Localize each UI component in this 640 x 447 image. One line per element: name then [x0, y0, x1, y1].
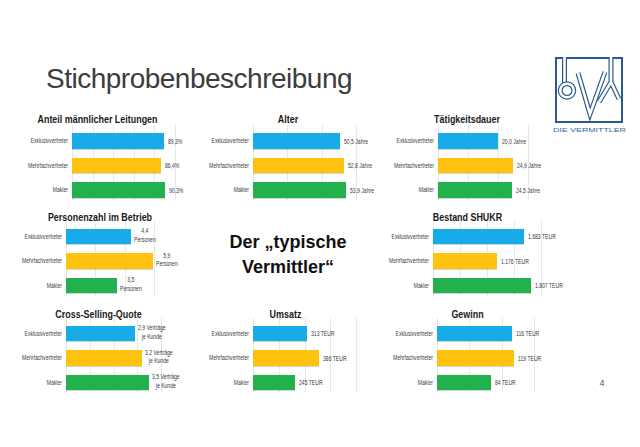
- bar-exklusivvertreter: [438, 133, 498, 149]
- bar-exklusivvertreter: [66, 229, 131, 245]
- category-label: Makler: [11, 278, 62, 294]
- center-statement: Der „typische Vermittler“: [193, 230, 383, 280]
- bar-mehrfachvertreter: [66, 350, 142, 366]
- category-label: Exklusivvertreter: [378, 229, 429, 245]
- bar-mehrfachvertreter: [433, 253, 497, 269]
- bar-mehrfachvertreter: [72, 158, 161, 174]
- chart-title: Umsatz: [225, 308, 347, 320]
- value-label: 24,5 Jahre: [516, 187, 540, 194]
- value-label: 50,5 Jahre: [344, 138, 368, 145]
- category-label: Exklusivvertreter: [11, 326, 62, 342]
- bar-exklusivvertreter: [253, 133, 340, 149]
- value-label: 313 TEUR: [311, 330, 335, 337]
- chart-title: Cross-Selling-Quote: [41, 308, 156, 320]
- value-label: 245 TEUR: [299, 379, 323, 386]
- category-label: Makler: [17, 182, 68, 198]
- value-label: 24,9 Jahre: [517, 162, 541, 169]
- category-label: Mehrfachvertreter: [383, 158, 434, 174]
- value-label: 3,5Personen: [120, 276, 142, 293]
- value-label: 84 TEUR: [495, 379, 516, 386]
- category-label: Makler: [378, 278, 429, 294]
- value-label: 1.807 TEUR: [535, 282, 563, 289]
- value-label: 3,5 Verträgeje Kunde: [152, 373, 180, 390]
- bar-makler: [72, 182, 165, 198]
- page-number: 4: [594, 378, 610, 388]
- value-label: 20,0 Jahre: [502, 138, 526, 145]
- bvk-logo: DIE VERMITTLER: [549, 39, 627, 135]
- category-label: Mehrfachvertreter: [382, 350, 433, 366]
- bar-mehrfachvertreter: [66, 253, 153, 269]
- slide-title: Stichprobenbeschreibung: [46, 63, 352, 95]
- value-label: 90,3%: [169, 187, 183, 194]
- bar-makler: [66, 278, 117, 294]
- value-label: 1.683 TEUR: [528, 233, 556, 240]
- category-label: Makler: [11, 375, 62, 391]
- category-label: Exklusivvertreter: [383, 133, 434, 149]
- logo-caption: DIE VERMITTLER: [553, 127, 627, 133]
- chart-title: Personenzahl im Betrieb: [46, 211, 155, 223]
- value-label: 386 TEUR: [323, 355, 347, 362]
- category-label: Exklusivvertreter: [11, 229, 62, 245]
- category-label: Makler: [382, 375, 433, 391]
- center-statement-line2: Vermittler“: [193, 255, 383, 280]
- bar-mehrfachvertreter: [437, 350, 514, 366]
- category-label: Exklusivvertreter: [198, 326, 249, 342]
- bar-exklusivvertreter: [72, 133, 164, 149]
- value-label: 53,9 Jahre: [350, 187, 374, 194]
- value-label: 1.176 TEUR: [501, 258, 529, 265]
- bar-makler: [253, 182, 346, 198]
- category-label: Makler: [198, 182, 249, 198]
- value-label: 5,9Personen: [156, 252, 178, 269]
- bar-makler: [433, 278, 531, 294]
- category-label: Exklusivvertreter: [17, 133, 68, 149]
- value-label: 52,8 Jahre: [348, 162, 372, 169]
- chart-title: Anteil männlicher Leitungen: [37, 113, 159, 125]
- bar-makler: [438, 182, 512, 198]
- bar-makler: [66, 375, 149, 391]
- bar-makler: [253, 375, 295, 391]
- category-label: Mehrfachvertreter: [378, 253, 429, 269]
- value-label: 119 TEUR: [518, 355, 541, 362]
- chart-title: Alter: [227, 113, 349, 125]
- category-label: Exklusivvertreter: [382, 326, 433, 342]
- category-label: Mehrfachvertreter: [17, 158, 68, 174]
- bar-mehrfachvertreter: [438, 158, 513, 174]
- chart-title: Tätigkeitsdauer: [412, 113, 523, 125]
- chart-gridline: [356, 318, 357, 393]
- value-label: 2,9 Verträgeje Kunde: [138, 324, 166, 341]
- bar-exklusivvertreter: [253, 326, 307, 342]
- category-label: Makler: [383, 182, 434, 198]
- chart-title: Bestand SHUKR: [405, 211, 531, 223]
- category-label: Mehrfachvertreter: [11, 253, 62, 269]
- value-label: 89,3%: [168, 138, 182, 145]
- bar-exklusivvertreter: [433, 229, 524, 245]
- bar-mehrfachvertreter: [253, 350, 319, 366]
- value-label: 3,2 Verträgeje Kunde: [145, 349, 173, 366]
- value-label: 116 TEUR: [516, 330, 539, 337]
- value-label: 86,4%: [165, 162, 179, 169]
- center-statement-line1: Der „typische: [193, 230, 383, 255]
- chart-title: Gewinn: [409, 308, 525, 320]
- bar-makler: [437, 375, 491, 391]
- category-label: Mehrfachvertreter: [198, 158, 249, 174]
- bar-mehrfachvertreter: [253, 158, 344, 174]
- category-label: Mehrfachvertreter: [198, 350, 249, 366]
- category-label: Mehrfachvertreter: [11, 350, 62, 366]
- bar-exklusivvertreter: [66, 326, 135, 342]
- category-label: Exklusivvertreter: [198, 133, 249, 149]
- bar-exklusivvertreter: [437, 326, 512, 342]
- category-label: Makler: [198, 375, 249, 391]
- value-label: 4,4Personen: [134, 227, 156, 244]
